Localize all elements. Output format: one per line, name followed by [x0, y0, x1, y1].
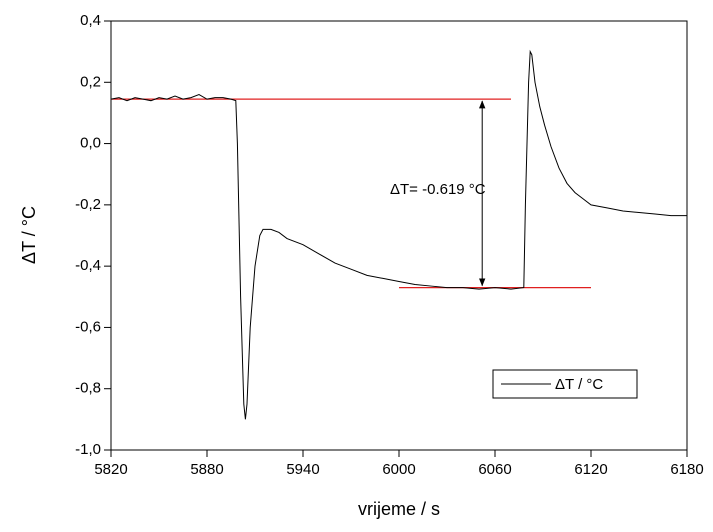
data-line	[110, 49, 687, 420]
y-tick-label: 0,2	[80, 73, 101, 90]
y-tick-label: -0,8	[75, 380, 101, 397]
y-tick-label: -0,4	[75, 257, 101, 274]
y-axis-title: ΔT / °C	[19, 206, 39, 264]
x-tick-label: 6000	[382, 461, 415, 478]
y-tick-label: 0,0	[80, 135, 101, 152]
x-tick-label: 5940	[286, 461, 319, 478]
x-tick-label: 6120	[574, 461, 607, 478]
y-tick-label: -0,6	[75, 318, 101, 335]
annotation: ΔT= -0.619 °C	[390, 181, 486, 198]
y-tick-label: 0,4	[80, 12, 101, 29]
x-axis-title: vrijeme / s	[358, 499, 440, 519]
x-tick-label: 5880	[190, 461, 223, 478]
x-tick-label: 5820	[94, 461, 127, 478]
y-tick-label: -1,0	[75, 441, 101, 458]
y-tick-label: -0,2	[75, 196, 101, 213]
legend-label: ΔT / °C	[555, 376, 603, 393]
x-tick-label: 6180	[670, 461, 703, 478]
x-tick-label: 6060	[478, 461, 511, 478]
